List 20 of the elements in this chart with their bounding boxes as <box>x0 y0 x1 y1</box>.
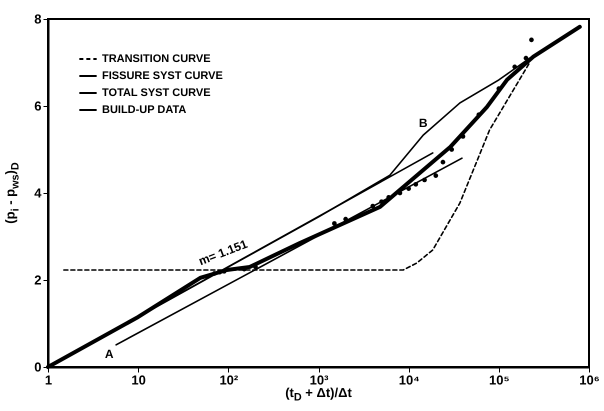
annotation: m= 1.151 <box>196 236 250 268</box>
y-tick-label: 6 <box>34 98 42 114</box>
legend-label: TRANSITION CURVE <box>102 53 211 65</box>
x-tick-label: 1 <box>44 372 52 388</box>
y-tick-label: 8 <box>34 12 42 26</box>
annotation: A <box>104 346 114 361</box>
x-tick-label: 10 <box>131 372 146 388</box>
x-axis-title: (t$_{D}$ + Δt)/Δt <box>285 385 352 404</box>
x-tick-label: 10³ <box>310 372 330 388</box>
annotation: B <box>418 116 428 130</box>
legend-label: FISSURE SYST CURVE <box>102 70 223 82</box>
x-tick-label: 10⁶ <box>579 372 600 388</box>
x-tick-label: 10² <box>219 372 239 388</box>
y-tick-label: 0 <box>34 360 42 374</box>
x-tick-label: 10⁵ <box>489 372 510 388</box>
y-tick-label: 2 <box>34 272 42 288</box>
x-tick-label: 10⁴ <box>398 372 420 388</box>
legend-label: TOTAL SYST CURVE <box>102 87 211 99</box>
y-tick-label: 4 <box>34 186 42 200</box>
legend-label: BUILD-UP DATA <box>102 104 186 116</box>
